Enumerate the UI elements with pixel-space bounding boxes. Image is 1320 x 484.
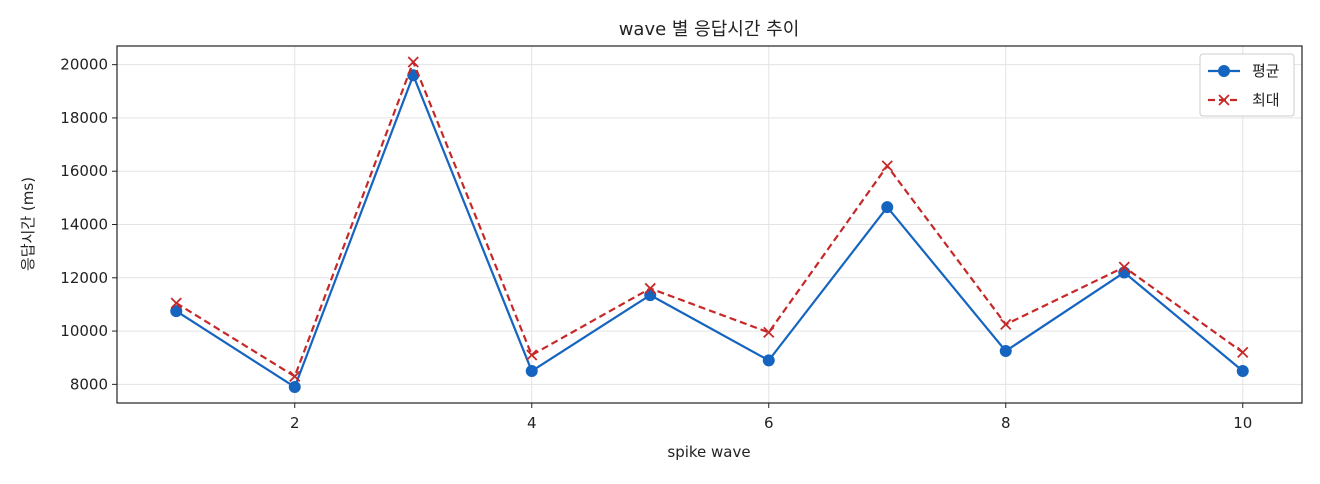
series-2-point-stroke — [763, 326, 775, 339]
y-tick-label: 8000 — [70, 375, 108, 393]
series-1-point — [288, 381, 301, 394]
legend-label: 평균 — [1252, 62, 1280, 80]
series-1-point — [1118, 266, 1131, 279]
chart-title: wave 별 응답시간 추이 — [619, 19, 800, 40]
series-2-point — [1237, 346, 1249, 359]
series-2-line — [175, 60, 1244, 378]
y-tick-label: 16000 — [60, 162, 108, 180]
series-1-point — [881, 201, 894, 214]
series-2-point — [763, 326, 775, 339]
series-2-point — [1118, 261, 1130, 273]
series-2-point — [1000, 318, 1012, 331]
x-tick-label: 2 — [290, 414, 300, 432]
series-1-point — [999, 345, 1012, 358]
series-2-point — [526, 349, 538, 361]
series-2-point — [644, 282, 656, 295]
legend-box — [1199, 53, 1295, 117]
legend-point — [1218, 94, 1230, 106]
y-axis-label: 응답시간 (ms) — [19, 177, 37, 271]
series-2-point-stroke — [170, 297, 182, 309]
series-2-point-stroke — [1000, 318, 1012, 331]
series-2-point — [407, 56, 419, 68]
x-tick-label: 10 — [1233, 414, 1252, 432]
series-2-point-stroke — [881, 160, 893, 172]
y-tick-label: 14000 — [60, 216, 108, 234]
series-1-point — [1236, 365, 1249, 378]
series-2-point — [170, 297, 182, 309]
y-tick-label: 12000 — [60, 269, 108, 287]
series-2-point — [881, 160, 893, 172]
legend-entry-1: 평균 — [1208, 62, 1280, 80]
x-tick-label: 8 — [1001, 414, 1011, 432]
legend-entry-2: 최대 — [1208, 91, 1280, 109]
series-1-point — [525, 365, 538, 378]
y-tick-label: 18000 — [60, 109, 108, 127]
x-axis-label: spike wave — [667, 443, 750, 461]
axis-ticks: 8000 10000 12000 14000 16000 18000 20000 2 4 6 8 10 — [60, 56, 1252, 432]
y-tick-label: 20000 — [60, 56, 108, 74]
series-2-point-stroke — [1118, 261, 1130, 273]
series-1-point — [170, 305, 183, 318]
legend-point — [1218, 65, 1230, 77]
series-2-point-stroke — [526, 349, 538, 361]
y-tick-label: 10000 — [60, 322, 108, 340]
x-tick-label: 4 — [527, 414, 537, 432]
series-layer — [170, 56, 1249, 394]
series-2-point-stroke — [644, 282, 656, 295]
series-2 — [170, 56, 1249, 382]
series-1-line — [175, 74, 1244, 389]
legend-label: 최대 — [1252, 91, 1280, 109]
series-2-point — [289, 370, 301, 382]
legend-point-stroke — [1218, 94, 1230, 106]
series-2-point-stroke — [1237, 346, 1249, 359]
series-2-point-stroke — [407, 56, 419, 68]
x-tick-label: 6 — [764, 414, 774, 432]
series-1-point — [762, 354, 775, 367]
series-2-point-stroke — [289, 370, 301, 382]
